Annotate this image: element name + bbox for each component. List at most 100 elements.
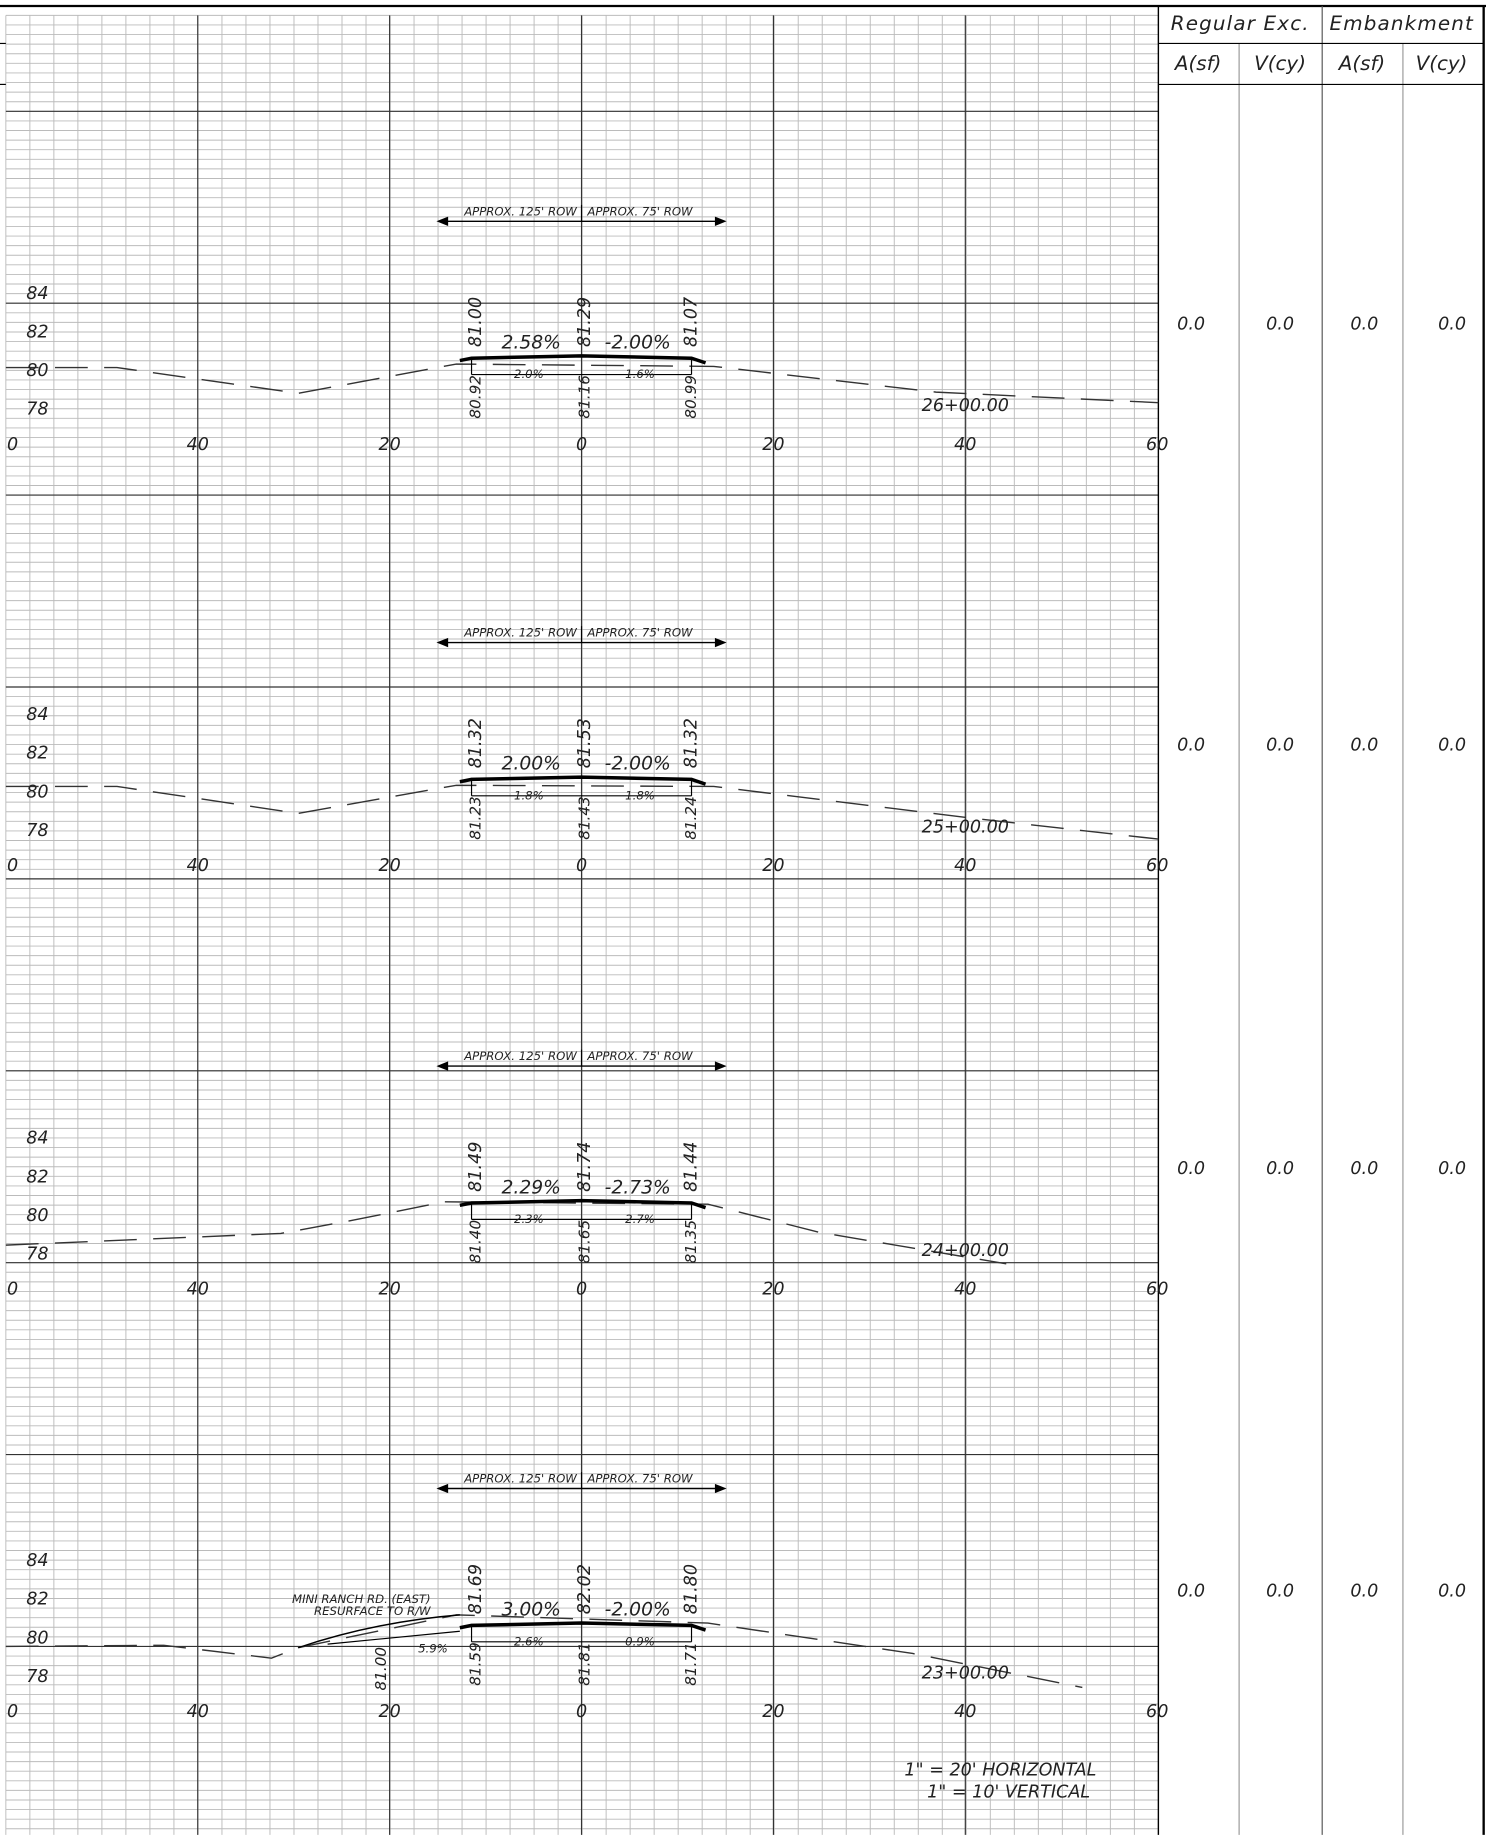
ground-line [5,1201,1007,1265]
offset-label: 0 [7,435,18,455]
elevation-label: 80 [26,1628,48,1648]
station: 24+00.00 [922,1241,1009,1261]
quantity: 0.0 [1177,1159,1205,1179]
elevation-label: 82 [26,322,48,342]
offset-label: 40 [187,1702,209,1722]
offset-label: 0 [576,435,587,455]
top-elevation: 81.29 [575,297,595,347]
slope: 2.00% [501,754,560,775]
top-elevation: 81.44 [682,1142,702,1192]
table-header: Regular Exc. [1171,12,1310,35]
approach-line [327,1630,460,1645]
quantity: 0.0 [1350,735,1378,755]
bottom-elevation: 81.16 [576,375,594,419]
quantity: 0.0 [1438,735,1466,755]
elevation-label: 78 [26,1244,48,1264]
slope: 2.58% [501,332,560,353]
elevation-label: 78 [26,821,48,841]
row-label: APPROX. 75' ROW [586,626,693,640]
pavement [459,775,707,786]
elevation-label: 84 [26,1129,48,1149]
top-elevation: 82.02 [575,1564,595,1614]
offset-label: 40 [187,1280,209,1300]
slope: 3.00% [501,1600,560,1621]
elevation-label: 80 [26,361,48,381]
pavement [459,1621,707,1632]
quantity: 0.0 [1350,314,1378,334]
bottom-elevation: 81.35 [682,1220,700,1264]
offset-label: 0 [7,1702,18,1722]
table-header: Embankment [1330,12,1475,35]
note: RESURFACE TO R/W [314,1604,431,1618]
quantity: 0.0 [1177,1581,1205,1601]
scale-note: 1" = 10' VERTICAL [927,1783,1090,1803]
offset-label: 20 [378,1702,400,1722]
slope-small: 1.8% [625,788,655,802]
offset-label: 40 [954,435,976,455]
row-label: APPROX. 125' ROW [463,204,577,218]
top-elevation: 81.69 [466,1564,486,1614]
quantity: 0.0 [1438,1581,1466,1601]
slope-small: 2.6% [514,1634,544,1648]
pavement [459,1198,707,1210]
offset-label: 20 [378,856,400,876]
offset-label: 20 [762,435,784,455]
bottom-elevation: 81.23 [467,796,485,840]
top-elevation: 81.07 [682,297,702,347]
row-label: APPROX. 125' ROW [463,626,577,640]
ground-line [5,784,1159,840]
row-label: APPROX. 75' ROW [586,1472,693,1486]
bottom-elevation: 81.24 [682,796,700,840]
quantity: 0.0 [1266,314,1294,334]
bottom-elevation: 80.92 [467,375,485,419]
offset-label: 60 [1146,1702,1168,1722]
top-elevation: 81.53 [575,718,595,768]
offset-label: 60 [1146,1280,1168,1300]
quantity: 0.0 [1438,314,1466,334]
ground-line [5,1614,1083,1689]
table-subheader: V(cy) [1416,52,1468,75]
elevation-label: 78 [26,1667,48,1687]
quantity: 0.0 [1177,314,1205,334]
top-elevation: 81.74 [575,1142,595,1192]
elevation-label: 84 [26,1551,48,1571]
quantity: 0.0 [1266,1581,1294,1601]
slope-small: 1.8% [514,788,544,802]
row-label: APPROX. 75' ROW [586,1049,693,1063]
offset-label: 20 [378,435,400,455]
elevation-label: 80 [26,782,48,802]
offset-label: 20 [762,1702,784,1722]
bottom-elevation: 81.43 [576,796,594,840]
table-subheader: A(sf) [1173,52,1221,75]
top-elevation: 81.49 [466,1142,486,1192]
slope: -2.00% [605,1600,671,1621]
top-elevation: 81.80 [682,1564,702,1614]
offset-label: 20 [762,856,784,876]
scale-note: 1" = 20' HORIZONTAL [904,1760,1096,1780]
offset-label: 0 [7,1280,18,1300]
offset-label: 60 [1146,435,1168,455]
bottom-elevation: 81.71 [682,1642,700,1686]
slope-small: 0.9% [625,1634,655,1648]
slope-small: 2.3% [514,1212,544,1226]
offset-label: 20 [762,1280,784,1300]
row-label: APPROX. 75' ROW [586,204,693,218]
offset-label: 60 [1146,856,1168,876]
quantity: 0.0 [1438,1159,1466,1179]
note: MINI RANCH RD. (EAST) [292,1592,431,1606]
station: 26+00.00 [922,396,1009,416]
bottom-elevation: 81.65 [576,1220,594,1264]
bottom-elevation: 81.40 [467,1220,485,1264]
top-elevation: 81.32 [466,718,486,768]
offset-label: 40 [954,1702,976,1722]
offset-label: 40 [954,1280,976,1300]
table-subheader: A(sf) [1337,52,1385,75]
station: 23+00.00 [922,1663,1009,1683]
offset-label: 20 [378,1280,400,1300]
row-label: APPROX. 125' ROW [463,1472,577,1486]
slope: -2.00% [605,754,671,775]
elevation-label: 84 [26,705,48,725]
quantity: 0.0 [1266,1159,1294,1179]
